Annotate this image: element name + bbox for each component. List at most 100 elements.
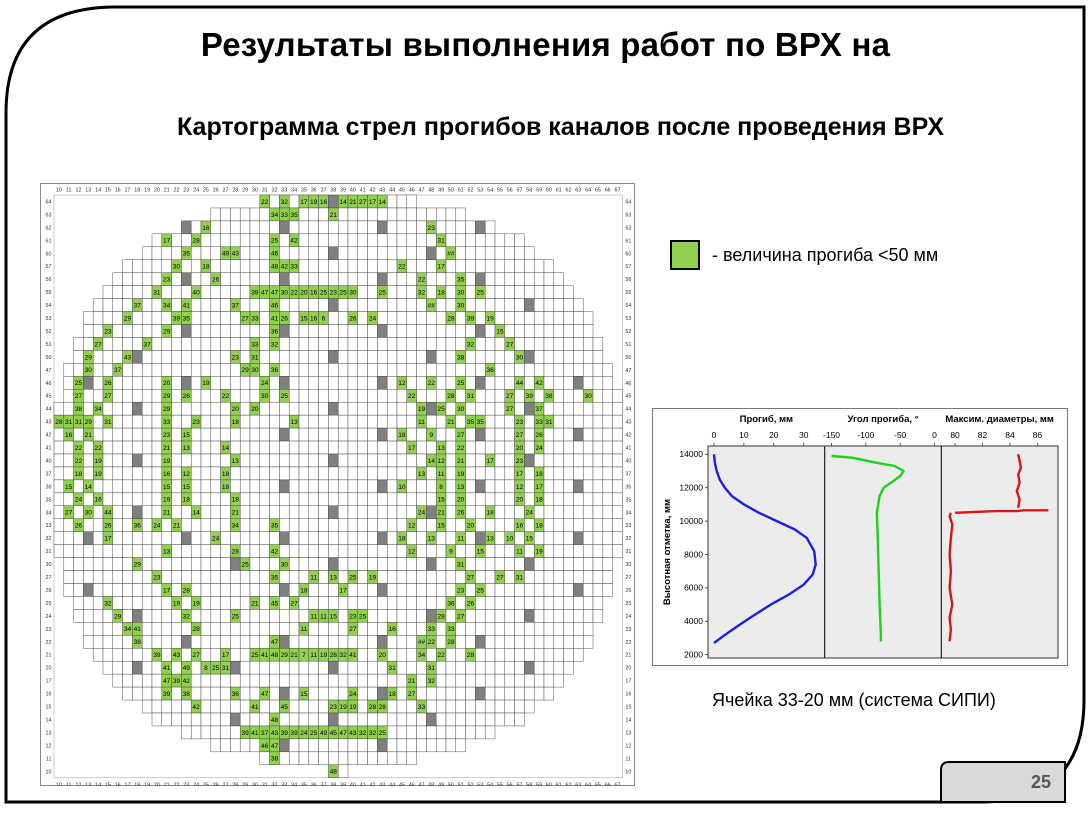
control-cell: [279, 686, 290, 701]
fuel-cell: [494, 466, 506, 481]
fuel-cell: [122, 635, 133, 649]
col-label-top: 41: [360, 188, 366, 194]
fuel-cell: [141, 492, 153, 507]
fuel-cell: [367, 648, 378, 662]
fuel-cell: [563, 570, 574, 584]
cell-value: 17: [369, 199, 377, 206]
fuel-cell: [445, 531, 457, 545]
fuel-cell: [484, 337, 496, 351]
fuel-cell: [171, 544, 182, 558]
fuel-cell: [367, 583, 378, 597]
fuel-cell: [73, 544, 84, 558]
fuel-cell: [455, 324, 466, 338]
fuel-cell: [582, 453, 594, 468]
fuel-cell: [504, 596, 515, 610]
fuel-cell: [337, 738, 349, 753]
fuel-cell: [416, 363, 427, 377]
control-cell: [475, 479, 486, 494]
fuel-cell: [328, 492, 339, 507]
fuel-cell: [563, 311, 574, 325]
fuel-cell: [357, 246, 368, 260]
fuel-cell: [533, 363, 545, 377]
fuel-cell: [504, 363, 515, 377]
fuel-cell: [53, 466, 65, 481]
fuel-cell: [73, 479, 84, 494]
cell-value: 22: [418, 277, 426, 284]
fuel-cell: [102, 479, 114, 494]
control-cell: [524, 660, 535, 675]
fuel-cell: [592, 531, 604, 545]
fuel-cell: [406, 376, 417, 390]
col-label-top: 55: [497, 188, 503, 194]
cell-value: 23: [153, 574, 161, 581]
fuel-cell: [416, 311, 427, 325]
fuel-cell: [259, 660, 270, 675]
fuel-cell: [141, 544, 153, 558]
fuel-cell: [514, 648, 525, 662]
fuel-cell: [63, 453, 74, 468]
fuel-cell: [543, 544, 555, 558]
fuel-cell: [318, 712, 329, 727]
cell-value: 27: [506, 393, 514, 400]
fuel-cell: [151, 311, 163, 325]
fuel-cell: [484, 673, 496, 688]
fuel-cell: [190, 376, 202, 390]
fuel-cell: [533, 609, 545, 623]
fuel-cell: [494, 518, 506, 532]
fuel-cell: [533, 311, 545, 325]
cell-value: 30: [457, 290, 465, 297]
profile-line: [948, 512, 954, 642]
fuel-cell: [465, 635, 476, 649]
fuel-cell: [582, 324, 594, 338]
fuel-cell: [92, 570, 104, 584]
row-label-right: 33: [625, 523, 631, 529]
fuel-cell: [298, 401, 310, 416]
fuel-cell: [230, 466, 241, 481]
fuel-cell: [377, 298, 388, 312]
fuel-cell: [200, 414, 212, 429]
cell-value: 25: [379, 290, 387, 297]
col-label-top: 46: [409, 188, 415, 194]
cell-value: 39: [241, 730, 249, 737]
col-label-bottom: 41: [360, 782, 366, 786]
cell-value: 31: [153, 290, 161, 297]
fuel-cell: [396, 453, 408, 468]
fuel-cell: [357, 337, 368, 351]
fuel-cell: [406, 298, 417, 312]
fuel-cell: [426, 207, 437, 222]
fuel-cell: [602, 363, 613, 377]
cell-value: 36: [271, 328, 279, 335]
col-label-bottom: 36: [311, 782, 317, 786]
cell-value: 42: [535, 380, 543, 387]
fuel-cell: [367, 220, 378, 235]
col-label-bottom: 22: [174, 782, 180, 786]
fuel-cell: [141, 660, 153, 675]
fuel-cell: [602, 414, 613, 429]
control-cell: [181, 376, 192, 390]
fuel-cell: [318, 401, 329, 416]
y-tick-label: 2000: [684, 649, 703, 659]
cell-value: 17: [486, 458, 494, 465]
x-tick-label: 80: [950, 430, 960, 440]
fuel-cell: [83, 635, 94, 649]
fuel-cell: [465, 725, 476, 740]
cell-value: 49: [222, 251, 230, 258]
fuel-cell: [210, 557, 221, 571]
cell-value: 32: [418, 290, 426, 297]
fuel-cell: [337, 557, 349, 571]
fuel-cell: [612, 453, 623, 468]
fuel-cell: [455, 699, 466, 714]
fuel-cell: [367, 376, 378, 390]
fuel-cell: [200, 298, 212, 312]
cell-value: 23: [349, 613, 357, 620]
fuel-cell: [102, 453, 114, 468]
cell-value: 13: [183, 445, 191, 452]
fuel-cell: [171, 376, 182, 390]
row-label-right: 12: [625, 743, 631, 749]
fuel-cell: [582, 570, 594, 584]
fuel-cell: [279, 505, 290, 519]
fuel-cell: [484, 466, 496, 481]
fuel-cell: [112, 285, 123, 299]
fuel-cell: [337, 622, 349, 636]
panel-title: Угол прогиба, °: [848, 414, 919, 425]
